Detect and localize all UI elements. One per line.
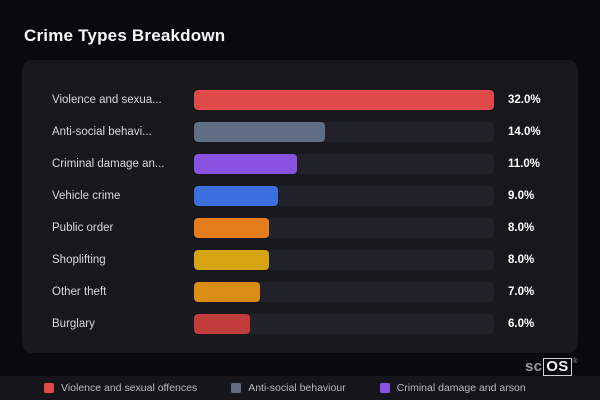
bar-value: 6.0% <box>508 318 535 330</box>
bar-fill[interactable] <box>194 154 298 174</box>
bar-track <box>194 282 494 302</box>
bar-label: Vehicle crime <box>52 190 121 202</box>
bar-row: Burglary 6.0% <box>52 308 552 340</box>
bar-track <box>194 90 494 110</box>
legend-item[interactable]: Criminal damage and arson <box>379 382 526 394</box>
legend-label: Violence and sexual offences <box>61 382 198 394</box>
bar-fill[interactable] <box>194 186 279 206</box>
legend-label: Criminal damage and arson <box>396 382 526 394</box>
bar-track <box>194 250 494 270</box>
bar-value: 7.0% <box>508 286 535 298</box>
bar-value: 32.0% <box>508 94 541 106</box>
bar-track <box>194 218 494 238</box>
bar-chart: Violence and sexua... 32.0% Anti-social be… <box>52 84 552 340</box>
bar-track <box>194 186 494 206</box>
bar-row: Violence and sexua... 32.0% <box>52 84 552 116</box>
bar-fill[interactable] <box>194 218 269 238</box>
bar-row: Public order 8.0% <box>52 212 552 244</box>
logo-box: OS <box>543 358 572 376</box>
bar-value: 9.0% <box>508 190 535 202</box>
bar-value: 8.0% <box>508 254 535 266</box>
bar-label: Anti-social behavi... <box>52 126 152 138</box>
legend-item[interactable]: Anti-social behaviour <box>231 382 346 394</box>
bar-track <box>194 154 494 174</box>
page-title: Crime Types Breakdown <box>24 26 226 45</box>
bar-fill[interactable] <box>194 90 494 110</box>
bar-track <box>194 314 494 334</box>
scos-logo: sc OS ® <box>525 358 578 376</box>
registered-mark-icon: ® <box>572 358 578 365</box>
bar-row: Anti-social behavi... 14.0% <box>52 116 552 148</box>
bar-label: Other theft <box>52 286 107 298</box>
bar-track <box>194 122 494 142</box>
chart-card: Violence and sexua... 32.0% Anti-social be… <box>22 60 578 353</box>
legend-swatch-icon <box>44 383 54 393</box>
bar-value: 8.0% <box>508 222 535 234</box>
bar-label: Criminal damage an... <box>52 158 165 170</box>
bar-fill[interactable] <box>194 282 260 302</box>
chart-legend: Violence and sexual offences Anti-social … <box>0 376 600 400</box>
legend-item[interactable]: Violence and sexual offences <box>44 382 197 394</box>
bar-label: Burglary <box>52 318 95 330</box>
logo-prefix: sc <box>524 358 543 375</box>
legend-swatch-icon <box>379 383 390 393</box>
bar-row: Criminal damage an... 11.0% <box>52 148 552 180</box>
bar-value: 11.0% <box>508 158 540 170</box>
legend-label: Anti-social behaviour <box>248 382 346 394</box>
bar-fill[interactable] <box>194 122 326 142</box>
bar-fill[interactable] <box>194 314 251 334</box>
bar-value: 14.0% <box>508 126 541 138</box>
bar-row: Other theft 7.0% <box>52 276 552 308</box>
bar-fill[interactable] <box>194 250 269 270</box>
bar-label: Violence and sexua... <box>52 94 162 106</box>
bar-row: Vehicle crime 9.0% <box>52 180 552 212</box>
bar-row: Shoplifting 8.0% <box>52 244 552 276</box>
bar-label: Public order <box>52 222 114 234</box>
bar-label: Shoplifting <box>52 254 106 266</box>
legend-swatch-icon <box>231 383 242 393</box>
